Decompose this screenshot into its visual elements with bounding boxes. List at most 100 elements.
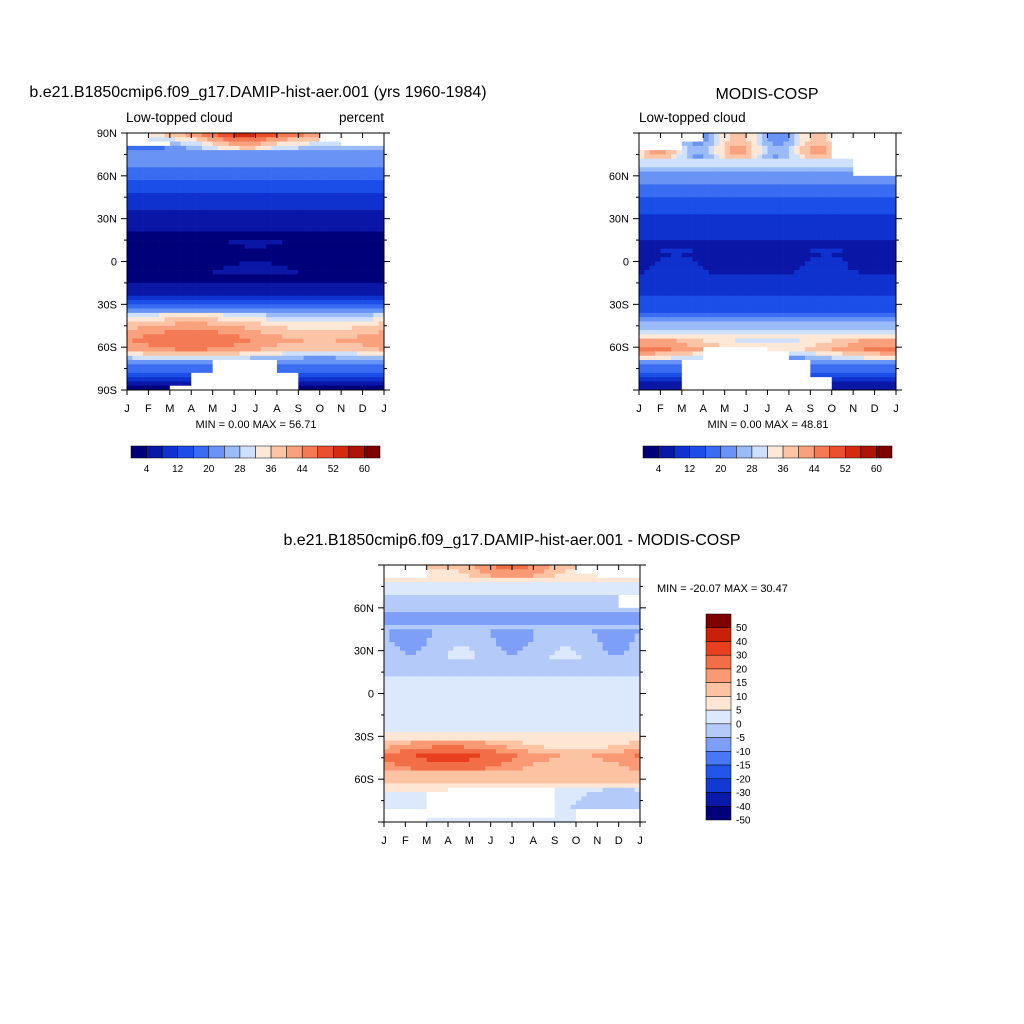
heatmap-cell — [351, 231, 358, 237]
heatmap-cell — [207, 205, 214, 211]
heatmap-cell — [794, 308, 800, 314]
heatmap-cell — [869, 257, 875, 262]
heatmap-cell — [692, 197, 699, 202]
panel-obs-heatmap — [638, 132, 897, 391]
heatmap-cell — [697, 291, 704, 297]
heatmap-cell — [164, 377, 171, 382]
heatmap-cell — [847, 197, 854, 202]
heatmap-cell — [730, 167, 736, 172]
heatmap-cell — [810, 188, 817, 194]
heatmap-cell — [228, 214, 235, 220]
heatmap-cell — [228, 137, 235, 142]
heatmap-cell — [180, 218, 187, 224]
heatmap-cell — [282, 308, 288, 314]
heatmap-cell — [335, 282, 342, 288]
heatmap-cell — [314, 197, 321, 202]
heatmap-cell — [767, 167, 774, 172]
heatmap-cell — [671, 188, 677, 194]
heatmap-cell — [330, 300, 337, 305]
heatmap-cell — [298, 317, 305, 322]
heatmap-cell — [879, 282, 886, 288]
heatmap-cell — [271, 270, 278, 275]
heatmap-cell — [255, 184, 262, 190]
heatmap-cell — [847, 141, 854, 147]
heatmap-cell — [746, 295, 752, 301]
heatmap-cell — [772, 201, 779, 207]
heatmap-cell — [234, 162, 240, 168]
heatmap-cell — [692, 231, 699, 237]
heatmap-cell — [185, 180, 192, 185]
heatmap-cell — [847, 278, 854, 284]
heatmap-cell — [201, 364, 208, 369]
heatmap-cell — [724, 270, 731, 275]
heatmap-cell — [319, 304, 326, 309]
heatmap-cell — [639, 300, 645, 305]
heatmap-cell — [191, 218, 197, 224]
heatmap-cell — [357, 287, 363, 292]
heatmap-cell — [282, 167, 288, 172]
heatmap-cell — [767, 282, 774, 288]
heatmap-cell — [724, 175, 731, 181]
heatmap-cell — [660, 167, 667, 172]
heatmap-cell — [756, 197, 763, 202]
heatmap-cell — [676, 141, 683, 147]
heatmap-cell — [831, 205, 838, 211]
heatmap-cell — [362, 377, 369, 382]
heatmap-cell — [159, 385, 165, 391]
heatmap-cell — [185, 205, 192, 211]
heatmap-cell — [879, 133, 886, 138]
heatmap-cell — [153, 347, 160, 352]
heatmap-cell — [879, 287, 886, 292]
heatmap-cell — [287, 218, 294, 224]
heatmap-cell — [639, 154, 645, 160]
heatmap-cell — [292, 317, 299, 322]
heatmap-cell — [228, 291, 235, 297]
heatmap-cell — [234, 304, 240, 309]
heatmap-cell — [660, 197, 667, 202]
heatmap-cell — [357, 351, 363, 357]
heatmap-cell — [373, 214, 379, 220]
heatmap-cell — [665, 257, 672, 262]
heatmap-cell — [244, 321, 251, 327]
heatmap-cell — [713, 222, 720, 228]
heatmap-cell — [191, 145, 197, 151]
heatmap-cell — [250, 162, 256, 168]
heatmap-cell — [858, 252, 865, 258]
heatmap-cell — [223, 141, 230, 147]
heatmap-cell — [378, 145, 385, 151]
heatmap-cell — [212, 227, 219, 232]
heatmap-cell — [180, 197, 187, 202]
heatmap-cell — [164, 158, 171, 164]
heatmap-cell — [148, 372, 155, 378]
heatmap-cell — [665, 141, 672, 147]
heatmap-cell — [137, 278, 144, 284]
heatmap-cell — [260, 385, 267, 391]
heatmap-cell — [639, 274, 645, 279]
heatmap-cell — [341, 282, 347, 288]
heatmap-cell — [788, 244, 795, 249]
heatmap-cell — [309, 381, 315, 387]
heatmap-cell — [799, 197, 806, 202]
heatmap-cell — [132, 227, 139, 232]
heatmap-cell — [234, 175, 240, 181]
heatmap-cell — [362, 205, 369, 211]
heatmap-cell — [330, 287, 337, 292]
heatmap-cell — [799, 167, 806, 172]
heatmap-cell — [821, 188, 827, 194]
heatmap-cell — [762, 291, 768, 297]
heatmap-cell — [196, 385, 203, 391]
heatmap-cell — [175, 265, 181, 271]
heatmap-cell — [244, 154, 251, 160]
heatmap-cell — [207, 175, 214, 181]
heatmap-cell — [367, 360, 374, 365]
heatmap-cell — [357, 355, 363, 361]
heatmap-cell — [373, 274, 379, 279]
heatmap-cell — [127, 145, 133, 151]
heatmap-cell — [815, 282, 822, 288]
heatmap-cell — [191, 158, 197, 164]
heatmap-cell — [826, 133, 833, 138]
heatmap-cell — [153, 192, 160, 198]
heatmap-cell — [309, 248, 315, 254]
heatmap-cell — [362, 222, 369, 228]
heatmap-cell — [276, 381, 283, 387]
